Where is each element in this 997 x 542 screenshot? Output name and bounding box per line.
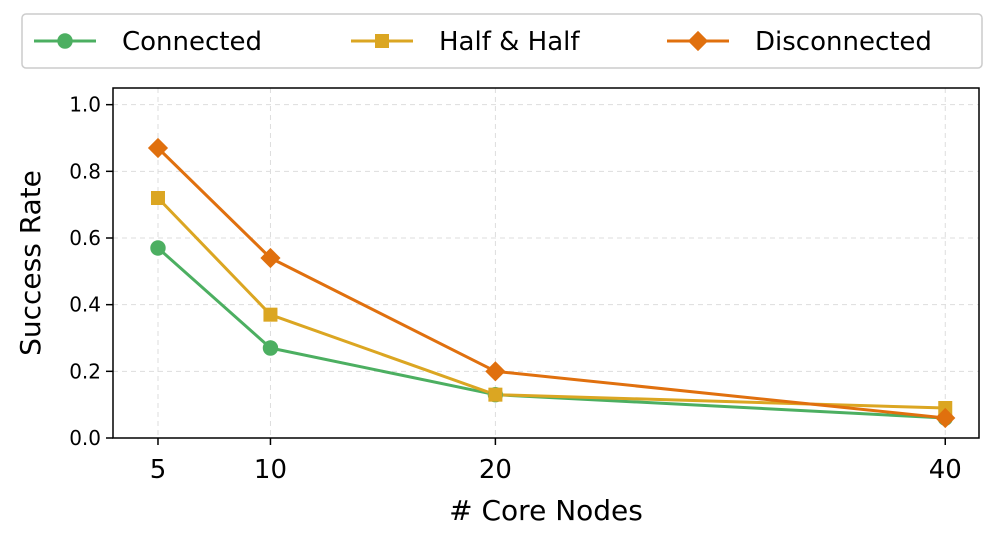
series-line-half-half — [156, 196, 946, 410]
x-tick-label: 20 — [479, 455, 512, 485]
series-line-disconnected — [156, 146, 946, 420]
data-point-disconnected — [260, 247, 281, 269]
data-point-disconnected — [935, 407, 956, 429]
plot-background — [113, 88, 979, 438]
y-tick-label: 0.4 — [69, 293, 101, 317]
x-tick-label: 5 — [150, 455, 167, 485]
legend-label: Connected — [122, 27, 262, 57]
data-point-connected — [262, 340, 279, 356]
x-axis-label: # Core Nodes — [449, 494, 643, 527]
legend-label: Disconnected — [755, 27, 932, 57]
legend-marker — [687, 30, 709, 52]
legend-item-disconnected: Disconnected — [667, 27, 932, 57]
data-point-half-half — [488, 387, 503, 402]
data-point-disconnected — [485, 361, 506, 382]
plot-frame — [112, 87, 980, 439]
x-tick-label: 40 — [929, 455, 962, 485]
y-axis: 0.0 0.2 0.4 0.6 0.8 1.0 — [69, 93, 113, 450]
data-point-connected — [150, 240, 166, 256]
data-point-half-half — [263, 307, 278, 322]
y-tick-label: 0.2 — [69, 359, 101, 383]
legend: Connected Half & Half Disconnected — [21, 13, 983, 69]
legend-item-half-half: Half & Half — [351, 27, 580, 57]
legend-marker — [57, 33, 73, 49]
y-tick-label: 0.6 — [69, 226, 101, 250]
y-axis-label: Success Rate — [14, 170, 47, 356]
x-tick-label: 10 — [254, 455, 287, 485]
legend-item-connected: Connected — [34, 27, 262, 57]
data-point-disconnected — [147, 137, 169, 159]
y-tick-label: 0.0 — [69, 426, 101, 450]
y-tick-label: 0.8 — [69, 159, 101, 183]
x-axis: 5 10 20 40 — [150, 438, 962, 485]
plot-area: 0.0 0.2 0.4 0.6 0.8 1.0 5 10 20 40 — [69, 87, 980, 485]
data-point-half-half — [150, 191, 165, 205]
legend-label: Half & Half — [439, 27, 580, 57]
legend-frame — [21, 13, 983, 69]
series-line-connected — [156, 246, 946, 420]
y-tick-label: 1.0 — [69, 93, 101, 117]
legend-marker — [375, 34, 389, 48]
